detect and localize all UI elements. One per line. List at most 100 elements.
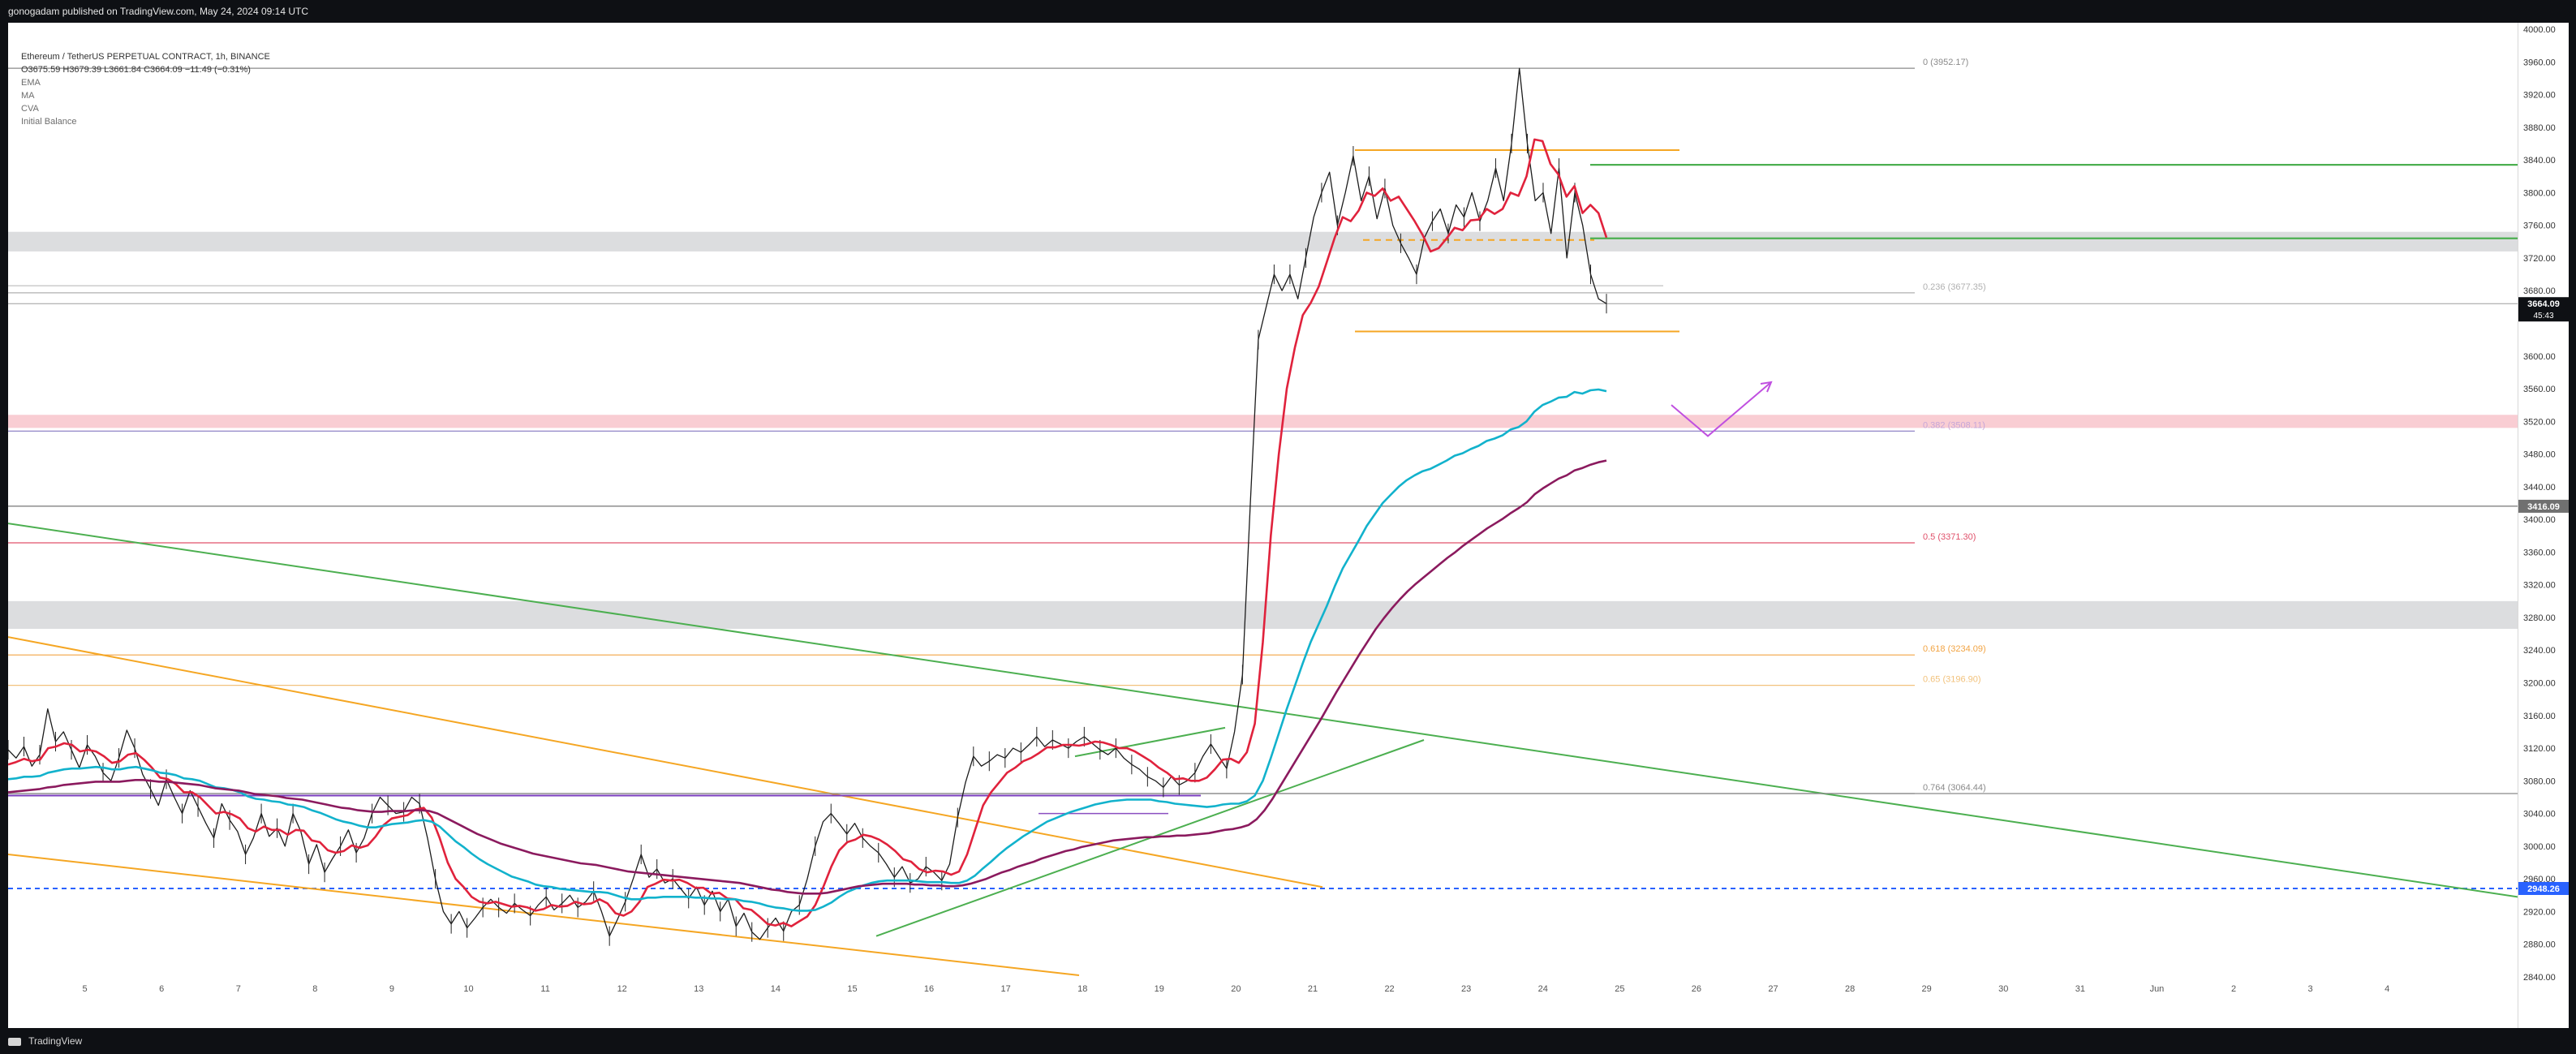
channel-lower-orange (7, 853, 1080, 976)
x-tick-label: 31 (2075, 984, 2085, 994)
x-tick-label: 3 (2308, 984, 2313, 994)
y-tick-label: 3040.00 (2523, 810, 2556, 820)
y-tick-label: 3440.00 (2523, 483, 2556, 493)
fib-level-label: 0.764 (3064.44) (1923, 783, 1986, 793)
x-tick-label: 21 (1308, 984, 1318, 994)
y-tick-label: 3680.00 (2523, 286, 2556, 296)
y-tick-label: 3720.00 (2523, 254, 2556, 264)
y-tick-label: 3480.00 (2523, 450, 2556, 460)
x-tick-label: 11 (540, 984, 549, 994)
x-tick-label: 8 (312, 984, 317, 994)
series-line-0 (7, 67, 1607, 940)
x-tick-label: Jun (2150, 984, 2165, 994)
x-tick-label: 16 (924, 984, 934, 994)
x-tick-label: 28 (1845, 984, 1855, 994)
y-tick-label: 3320.00 (2523, 581, 2556, 591)
fib-level-label: 0.5 (3371.30) (1923, 532, 1976, 542)
x-tick-label: 7 (236, 984, 241, 994)
y-tick-label: 2840.00 (2523, 973, 2556, 983)
fib-level-label: 0.236 (3677.35) (1923, 282, 1986, 292)
projection-arrow (1671, 381, 1772, 437)
x-tick-label: 20 (1231, 984, 1241, 994)
y-tick-label: 3880.00 (2523, 123, 2556, 133)
publish-line: gonogadam published on TradingView.com, … (8, 6, 309, 17)
y-tick-label: 2880.00 (2523, 940, 2556, 950)
legend-indicator-cva[interactable]: CVA (21, 104, 39, 114)
x-tick-label: 15 (847, 984, 857, 994)
brand-label: TradingView (28, 1035, 83, 1047)
chart-area[interactable]: 0 (3952.17) 0.236 (3677.35) 0.382 (3508.11… (7, 23, 2518, 1028)
y-tick-label: 3800.00 (2523, 188, 2556, 198)
level-tag-0-bg (2518, 499, 2569, 513)
x-tick-label: 12 (617, 984, 627, 994)
level-tag-0-value: 3416.09 (2527, 502, 2560, 512)
legend-indicator-ma[interactable]: MA (21, 91, 35, 101)
drawings (7, 149, 2518, 976)
x-tick-label: 22 (1384, 984, 1394, 994)
x-tick-label: 26 (1692, 984, 1701, 994)
x-tick-label: 23 (1461, 984, 1471, 994)
y-tick-label: 3200.00 (2523, 679, 2556, 689)
y-tick-label: 3520.00 (2523, 417, 2556, 427)
x-axis: 5 6 7 8 9 10 11 12 13 14 15 16 17 18 19 20 21 22 23 24 25 26 2… (83, 984, 2390, 994)
x-tick-label: 6 (159, 984, 164, 994)
price-axis[interactable]: 4000.00 3960.00 3920.00 3880.00 3840.00 3800.… (2518, 23, 2569, 1028)
legend-symbol: Ethereum / TetherUS PERPETUAL CONTRACT, … (21, 52, 270, 62)
y-tick-label: 2920.00 (2523, 907, 2556, 917)
y-tick-label: 3080.00 (2523, 777, 2556, 786)
series-line-3 (7, 459, 1607, 895)
zones (8, 231, 2518, 630)
y-tick-label: 3400.00 (2523, 515, 2556, 525)
series-line-2 (7, 388, 1607, 912)
last-price-tag-value: 3664.09 (2527, 299, 2560, 309)
x-tick-label: 4 (2385, 984, 2389, 994)
level-tag-1-value: 2948.26 (2527, 884, 2560, 894)
fib-level-label: 0 (3952.17) (1923, 58, 1968, 67)
x-tick-label: 27 (1768, 984, 1778, 994)
series-line-1 (7, 138, 1608, 927)
fib-level-label: 0.65 (3196.90) (1923, 675, 1981, 685)
x-tick-label: 10 (463, 984, 473, 994)
x-tick-label: 9 (389, 984, 394, 994)
publish-bar: gonogadam published on TradingView.com, … (0, 0, 2576, 23)
x-tick-label: 19 (1155, 984, 1164, 994)
x-tick-label: 17 (1001, 984, 1011, 994)
x-tick-label: 5 (83, 984, 88, 994)
x-tick-label: 25 (1615, 984, 1624, 994)
channel-upper-orange (7, 636, 1323, 888)
y-tick-label: 3760.00 (2523, 222, 2556, 231)
y-tick-label: 4000.00 (2523, 25, 2556, 35)
fib-level-label: 0.618 (3234.09) (1923, 644, 1986, 654)
price-chart[interactable]: 0 (3952.17) 0.236 (3677.35) 0.382 (3508.11… (7, 23, 2518, 1028)
y-tick-label: 3280.00 (2523, 613, 2556, 623)
projection-arrow-head (1760, 381, 1773, 393)
x-tick-label: 14 (771, 984, 781, 994)
legend-ohlc: O3675.59 H3679.39 L3661.84 C3664.09 −11.… (21, 65, 251, 75)
x-tick-label: 2 (2231, 984, 2236, 994)
y-tick-label: 3160.00 (2523, 712, 2556, 721)
y-tick-label: 3920.00 (2523, 91, 2556, 101)
y-tick-label: 3600.00 (2523, 352, 2556, 362)
x-tick-label: 18 (1077, 984, 1087, 994)
fib-level-label: 0.382 (3508.11) (1923, 420, 1985, 430)
price-axis-svg: 4000.00 3960.00 3920.00 3880.00 3840.00 3800.… (2518, 25, 2569, 983)
y-tick-label: 3360.00 (2523, 548, 2556, 557)
y-tick-label: 3840.00 (2523, 156, 2556, 166)
x-tick-label: 13 (694, 984, 703, 994)
y-tick-label: 3240.00 (2523, 646, 2556, 656)
y-tick-label: 3560.00 (2523, 385, 2556, 394)
trendline-green-long (7, 523, 2518, 898)
level-tag-1-bg (2518, 881, 2569, 895)
tradingview-logo-icon (8, 1037, 21, 1046)
x-tick-label: 30 (1998, 984, 2008, 994)
brand-bar: TradingView (0, 1028, 2576, 1054)
zone-1 (8, 415, 2518, 428)
legend: Ethereum / TetherUS PERPETUAL CONTRACT, … (21, 50, 270, 128)
zone-2 (8, 600, 2518, 630)
x-tick-label: 24 (1538, 984, 1548, 994)
legend-indicator-ema[interactable]: EMA (21, 78, 41, 88)
legend-indicator-initial-balance[interactable]: Initial Balance (21, 117, 77, 127)
y-tick-label: 3960.00 (2523, 58, 2556, 67)
x-tick-label: 29 (1922, 984, 1932, 994)
